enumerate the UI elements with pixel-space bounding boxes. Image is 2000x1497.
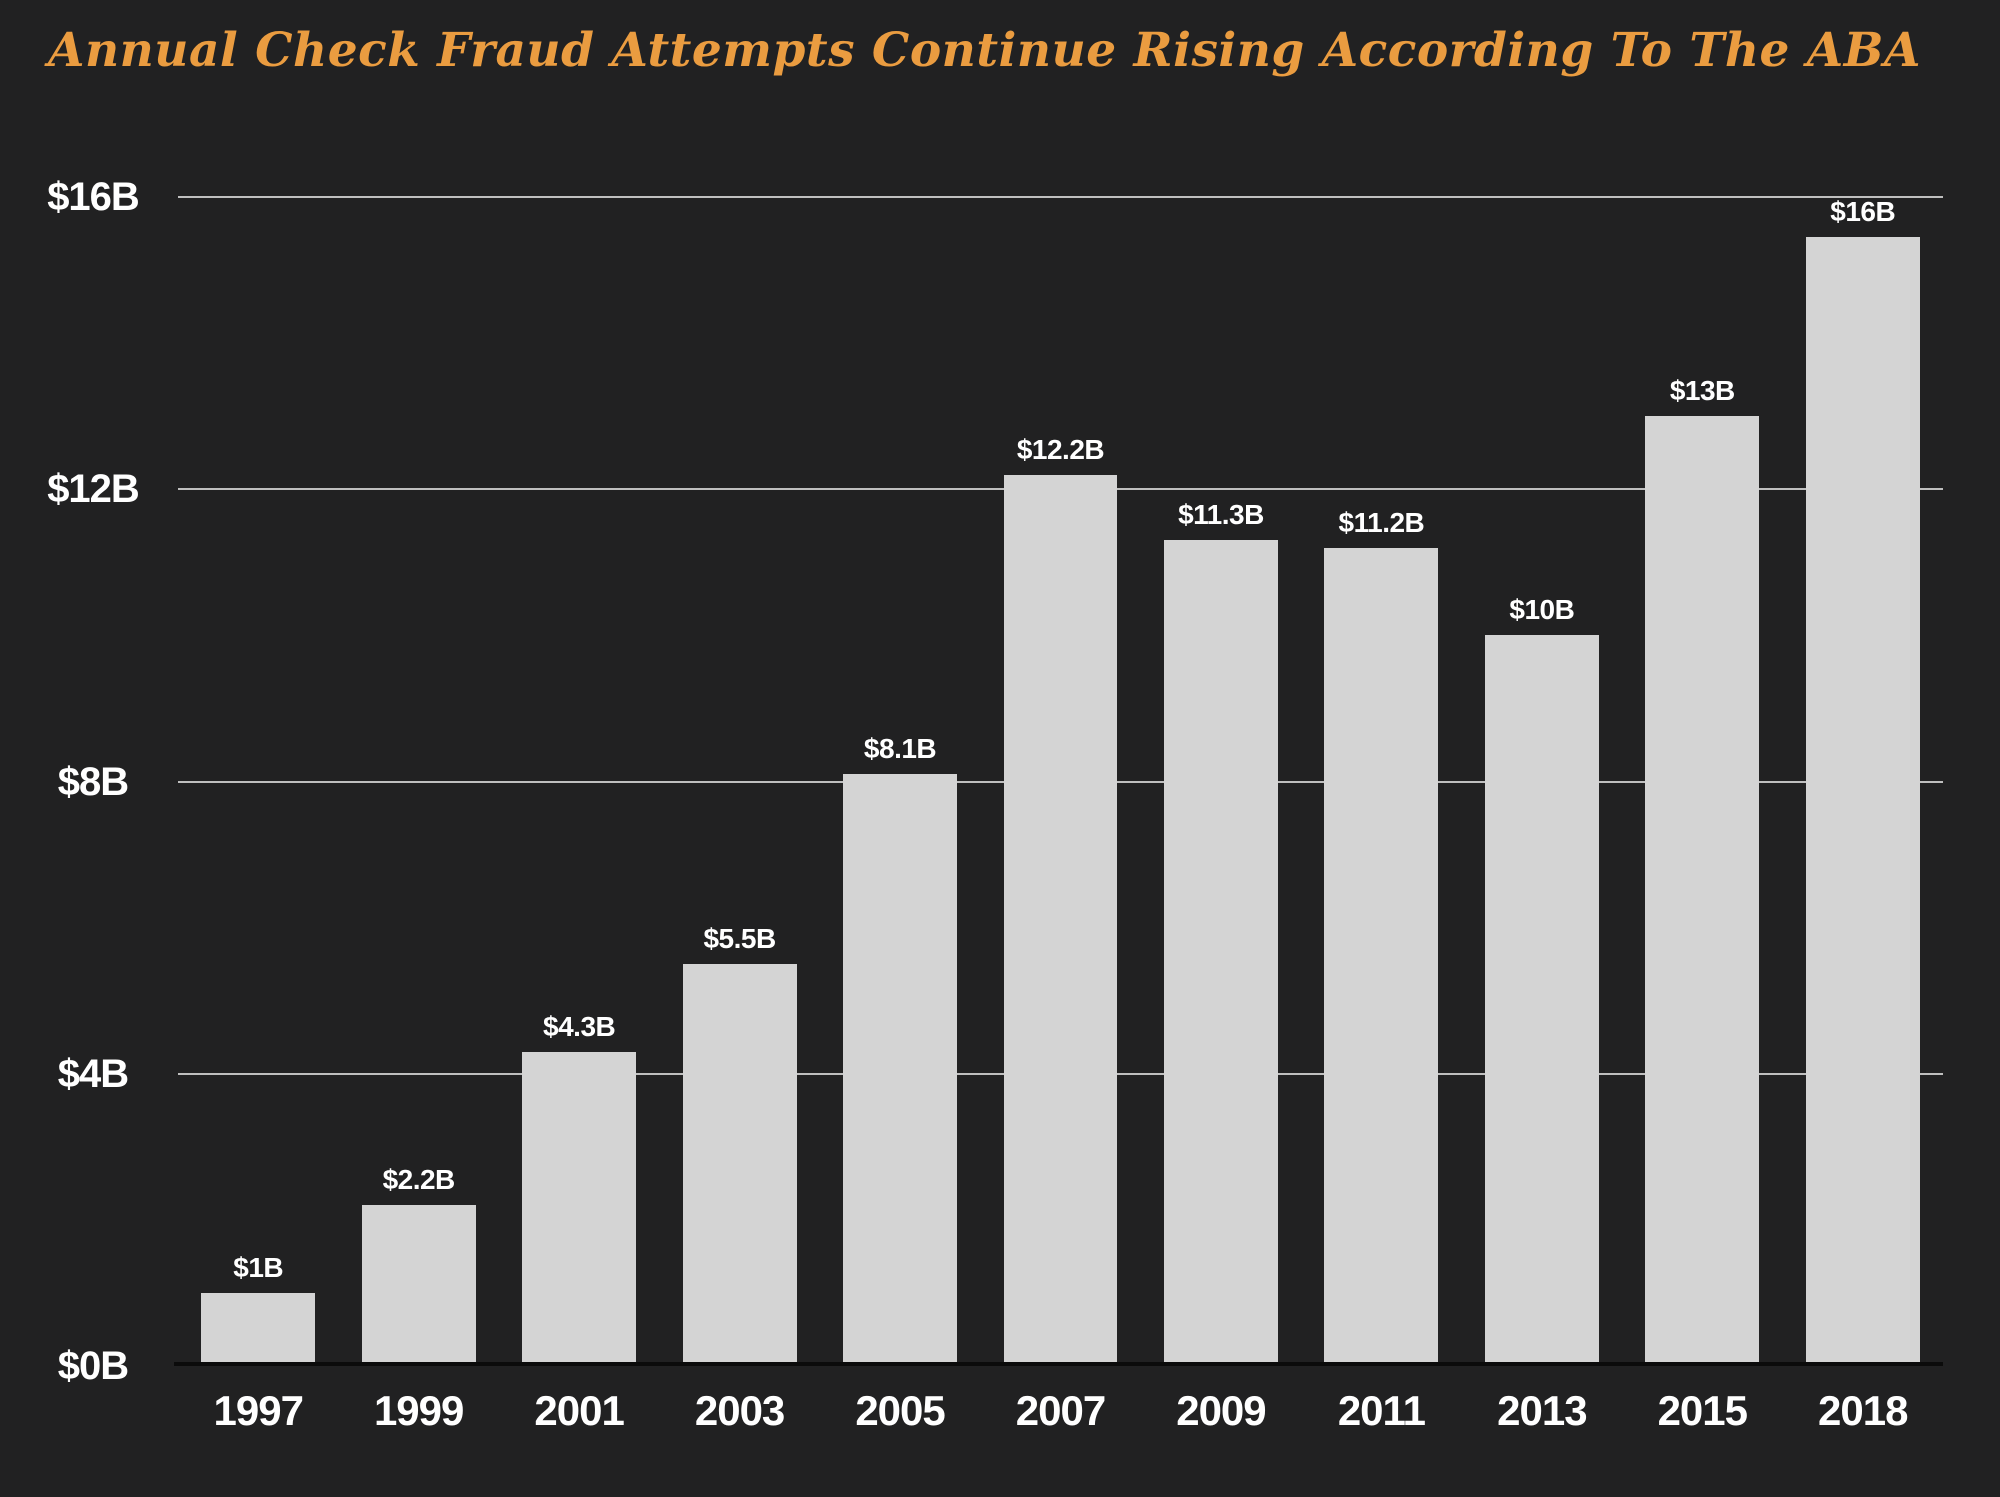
y-tick-label: $8B xyxy=(57,759,129,804)
bar-value-label-2003: $5.5B xyxy=(703,923,776,955)
x-tick-label-2015: 2015 xyxy=(1657,1387,1748,1434)
x-tick-label-2009: 2009 xyxy=(1176,1387,1266,1434)
bar-value-label-2015: $13B xyxy=(1669,375,1735,407)
x-axis-line xyxy=(174,1362,1943,1366)
bar-value-label-2013: $10B xyxy=(1509,594,1575,626)
bar-column-2001: $4.3B xyxy=(499,197,659,1366)
bar-value-label-1999: $2.2B xyxy=(382,1164,456,1196)
bar-column-2013: $10B xyxy=(1462,197,1622,1366)
bar-column-2015: $13B xyxy=(1622,197,1782,1366)
gridline-16B xyxy=(178,196,1943,198)
bar-2005 xyxy=(843,774,957,1366)
x-tick-label-1999: 1999 xyxy=(373,1387,464,1434)
bar-value-label-1997: $1B xyxy=(233,1251,284,1283)
bar-2018 xyxy=(1805,237,1920,1366)
bar-1997 xyxy=(201,1292,316,1366)
x-tick-label-2018: 2018 xyxy=(1818,1387,1908,1434)
bar-value-label-2011: $11.2B xyxy=(1338,506,1425,538)
bar-value-label-2018: $16B xyxy=(1830,196,1896,227)
x-tick-label-2013: 2013 xyxy=(1497,1387,1587,1434)
x-tick-label-1997: 1997 xyxy=(213,1387,304,1434)
y-tick-label: $4B xyxy=(57,1051,129,1096)
bar-value-label-2005: $8.1B xyxy=(863,733,937,765)
bar-value-label-2007: $12.2B xyxy=(1016,433,1105,465)
bar-column-2007: $12.2B xyxy=(980,197,1140,1366)
bar-value-label-2001: $4.3B xyxy=(543,1010,616,1042)
bar-column-1999: $2.2B xyxy=(338,197,498,1366)
bar-2011 xyxy=(1324,547,1439,1366)
bar-column-2003: $5.5B xyxy=(659,197,819,1366)
bars-layer: $1B $2.2B $4.3B $5.5B $8.1B $12.2B $11.3B $11.2… xyxy=(178,197,1943,1366)
y-axis-labels: $0B $4B $8B $12B $16B xyxy=(20,175,166,1388)
y-tick-label: $16B xyxy=(47,175,140,219)
y-tick-label: $0B xyxy=(57,1344,129,1388)
bar-column-2018: $16B xyxy=(1783,197,1943,1366)
x-tick-label-2005: 2005 xyxy=(855,1387,945,1434)
bar-2003 xyxy=(682,964,797,1366)
chart-title: Annual Check Fraud Attempts Continue Ris… xyxy=(48,23,1921,78)
y-tick-label: $12B xyxy=(47,467,140,512)
bar-2013 xyxy=(1484,635,1599,1366)
x-axis-labels: 1997 1999 2001 2003 2005 2007 2009 2011 2013 2015… xyxy=(178,1388,1943,1434)
x-tick-label-2001: 2001 xyxy=(534,1387,624,1434)
bar-1999 xyxy=(361,1205,476,1366)
bar-2009 xyxy=(1163,540,1278,1366)
x-tick-label-2011: 2011 xyxy=(1337,1387,1426,1434)
bar-2001 xyxy=(522,1051,637,1366)
bar-column-1997: $1B xyxy=(178,197,338,1366)
bar-column-2011: $11.2B xyxy=(1301,197,1461,1366)
bar-column-2005: $8.1B xyxy=(820,197,980,1366)
bar-2007 xyxy=(1003,474,1118,1366)
bar-2015 xyxy=(1645,416,1760,1366)
bar-value-label-2009: $11.3B xyxy=(1178,499,1264,531)
bar-column-2009: $11.3B xyxy=(1141,197,1301,1366)
x-tick-label-2003: 2003 xyxy=(694,1387,785,1434)
plot-area: $1B $2.2B $4.3B $5.5B $8.1B $12.2B $11.3B $11.2… xyxy=(174,196,1943,1366)
x-tick-label-2007: 2007 xyxy=(1015,1387,1106,1434)
